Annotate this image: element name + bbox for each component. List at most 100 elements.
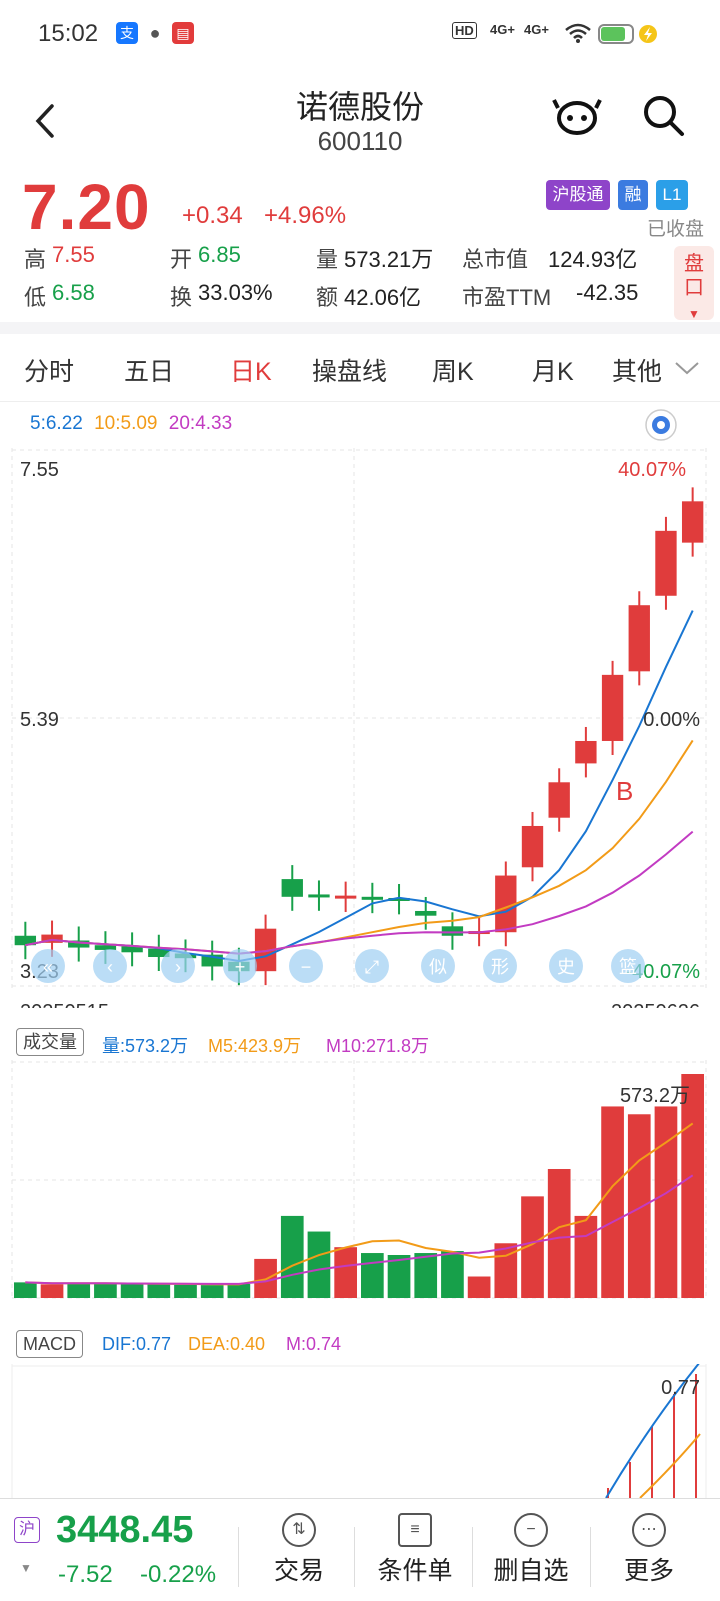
quote-panel: 7.20 +0.34 +4.96% 沪股通 融 L1 已收盘 高 7.55 低 … bbox=[0, 170, 720, 321]
overlay-button[interactable] bbox=[223, 949, 257, 983]
remove-favorite-button[interactable]: − 删自选 bbox=[472, 1499, 590, 1601]
condition-order-icon: ≡ bbox=[398, 1513, 432, 1547]
overlay-button[interactable] bbox=[289, 949, 323, 983]
candle-body bbox=[41, 934, 63, 943]
volume-bar bbox=[147, 1284, 171, 1298]
volume-m10-line bbox=[25, 1174, 694, 1285]
index-value[interactable]: 3448.45 bbox=[56, 1509, 194, 1551]
overlay-button[interactable] bbox=[355, 949, 389, 983]
level-badge: L1 bbox=[656, 180, 688, 210]
high-value: 7.55 bbox=[52, 242, 95, 267]
tab-yuek[interactable]: 月K bbox=[532, 358, 574, 386]
candle-body bbox=[441, 926, 464, 936]
y-max-label: 7.55 bbox=[20, 459, 59, 481]
volume-bar bbox=[174, 1284, 197, 1298]
search-icon[interactable] bbox=[640, 92, 686, 138]
candle-body bbox=[201, 954, 223, 967]
hsgt-badge: 沪股通 bbox=[546, 180, 610, 210]
date-start-label: 20250515 bbox=[20, 1001, 109, 1008]
macd-title[interactable]: MACD bbox=[16, 1330, 83, 1358]
signal-icon-1: 4G+ bbox=[490, 22, 515, 37]
tab-other[interactable]: 其他 bbox=[612, 358, 663, 386]
candle-body bbox=[628, 605, 650, 672]
volume-title[interactable]: 成交量 bbox=[16, 1028, 84, 1056]
macd-dea: DEA:0.40 bbox=[188, 1334, 266, 1354]
volume-m10: M10:271.8万 bbox=[326, 1036, 430, 1056]
app-notify-icon: ▤ bbox=[172, 22, 194, 44]
macd-max-label: 0.77 bbox=[661, 1377, 700, 1399]
volume-bar bbox=[574, 1215, 598, 1298]
tab-caopanxian[interactable]: 操盘线 bbox=[312, 358, 388, 386]
candle-body bbox=[655, 530, 677, 596]
volume-bar bbox=[361, 1253, 384, 1298]
pankou-button[interactable]: 盘口 ▼ bbox=[674, 246, 714, 321]
ma20-line bbox=[25, 830, 694, 955]
amount-label: 额 bbox=[316, 285, 339, 310]
tab-rik[interactable]: 日K bbox=[230, 358, 272, 386]
candle-body bbox=[121, 946, 143, 953]
ma5-line bbox=[25, 610, 694, 963]
pe-label: 市盈TTM bbox=[462, 285, 552, 310]
condition-order-button[interactable]: ≡ 条件单 bbox=[356, 1499, 474, 1601]
chart-overlay-buttons: « ‹ › + − ⤢ 似 形 史 篮 bbox=[31, 949, 645, 983]
ma5-value: 5:6.22 bbox=[30, 413, 83, 434]
tab-fenshi[interactable]: 分时 bbox=[24, 358, 75, 386]
y-mid-label: 5.39 bbox=[20, 709, 59, 731]
overlay-button[interactable] bbox=[549, 949, 583, 983]
overlay-button[interactable] bbox=[161, 949, 195, 983]
overlay-button-label: ‹ bbox=[107, 957, 113, 977]
volume-bar bbox=[601, 1106, 624, 1298]
date-end-label: 20250626 bbox=[611, 1001, 700, 1008]
trade-button[interactable]: ⇅ 交易 bbox=[240, 1499, 358, 1601]
battery-icon bbox=[598, 24, 657, 44]
overlay-button-label: + bbox=[235, 957, 246, 977]
chevron-down-icon: ▼ bbox=[688, 307, 700, 321]
overlay-button[interactable] bbox=[93, 949, 127, 983]
more-button[interactable]: ⋯ 更多 bbox=[590, 1499, 708, 1601]
overlay-button[interactable] bbox=[31, 949, 65, 983]
wechat-icon: ● bbox=[144, 22, 166, 44]
amount-value: 42.06亿 bbox=[344, 285, 422, 310]
tab-wuri[interactable]: 五日 bbox=[124, 358, 175, 386]
volume-ma-lines bbox=[25, 1122, 694, 1286]
volume-m5: M5:423.9万 bbox=[208, 1036, 302, 1056]
volume-chart[interactable]: 573.2万 bbox=[0, 1060, 720, 1330]
macd-chart[interactable]: 0.77 bbox=[0, 1364, 720, 1498]
status-bar: 15:02 支 ● ▤ HD 4G+ 4G+ bbox=[0, 0, 720, 66]
candle-body bbox=[254, 928, 277, 972]
candle-body bbox=[308, 894, 330, 898]
volume-bar bbox=[280, 1215, 304, 1298]
pe-value: -42.35 bbox=[576, 280, 639, 305]
index-badge: 沪 bbox=[14, 1517, 40, 1543]
tab-zhouk[interactable]: 周K bbox=[432, 358, 474, 386]
candle-body bbox=[334, 895, 357, 899]
back-arrow-icon[interactable] bbox=[28, 96, 68, 146]
overlay-button[interactable] bbox=[421, 949, 455, 983]
candle-body bbox=[575, 740, 597, 764]
candle-body bbox=[361, 896, 384, 900]
candle-body bbox=[14, 935, 37, 946]
overlay-button[interactable] bbox=[611, 949, 645, 983]
market-status: 已收盘 bbox=[646, 219, 704, 240]
overlay-button[interactable] bbox=[483, 949, 517, 983]
remove-favorite-icon: − bbox=[514, 1513, 548, 1547]
volume-bar bbox=[467, 1276, 491, 1298]
open-label: 开 bbox=[170, 247, 193, 272]
kline-chart[interactable]: 7.55 5.39 3.23 40.07% 0.00% -40.07% B 20… bbox=[0, 448, 720, 1008]
overlay-button-label: ⤢ bbox=[365, 957, 380, 977]
overlay-button-label: « bbox=[43, 957, 53, 977]
overlay-button-label: › bbox=[175, 957, 181, 977]
wifi-icon bbox=[565, 23, 591, 43]
volume-bar bbox=[441, 1251, 464, 1298]
ma10-line bbox=[25, 739, 694, 955]
index-change: -7.52 bbox=[58, 1561, 113, 1588]
trade-icon: ⇅ bbox=[282, 1513, 316, 1547]
robot-icon[interactable] bbox=[552, 94, 602, 138]
margin-badge: 融 bbox=[618, 180, 648, 210]
settings-gear-icon[interactable] bbox=[644, 408, 678, 442]
section-divider bbox=[0, 322, 720, 334]
more-label: 更多 bbox=[623, 1557, 674, 1585]
volume-bar bbox=[67, 1283, 91, 1298]
candle-body bbox=[148, 948, 170, 958]
chevron-down-icon[interactable] bbox=[674, 360, 700, 376]
